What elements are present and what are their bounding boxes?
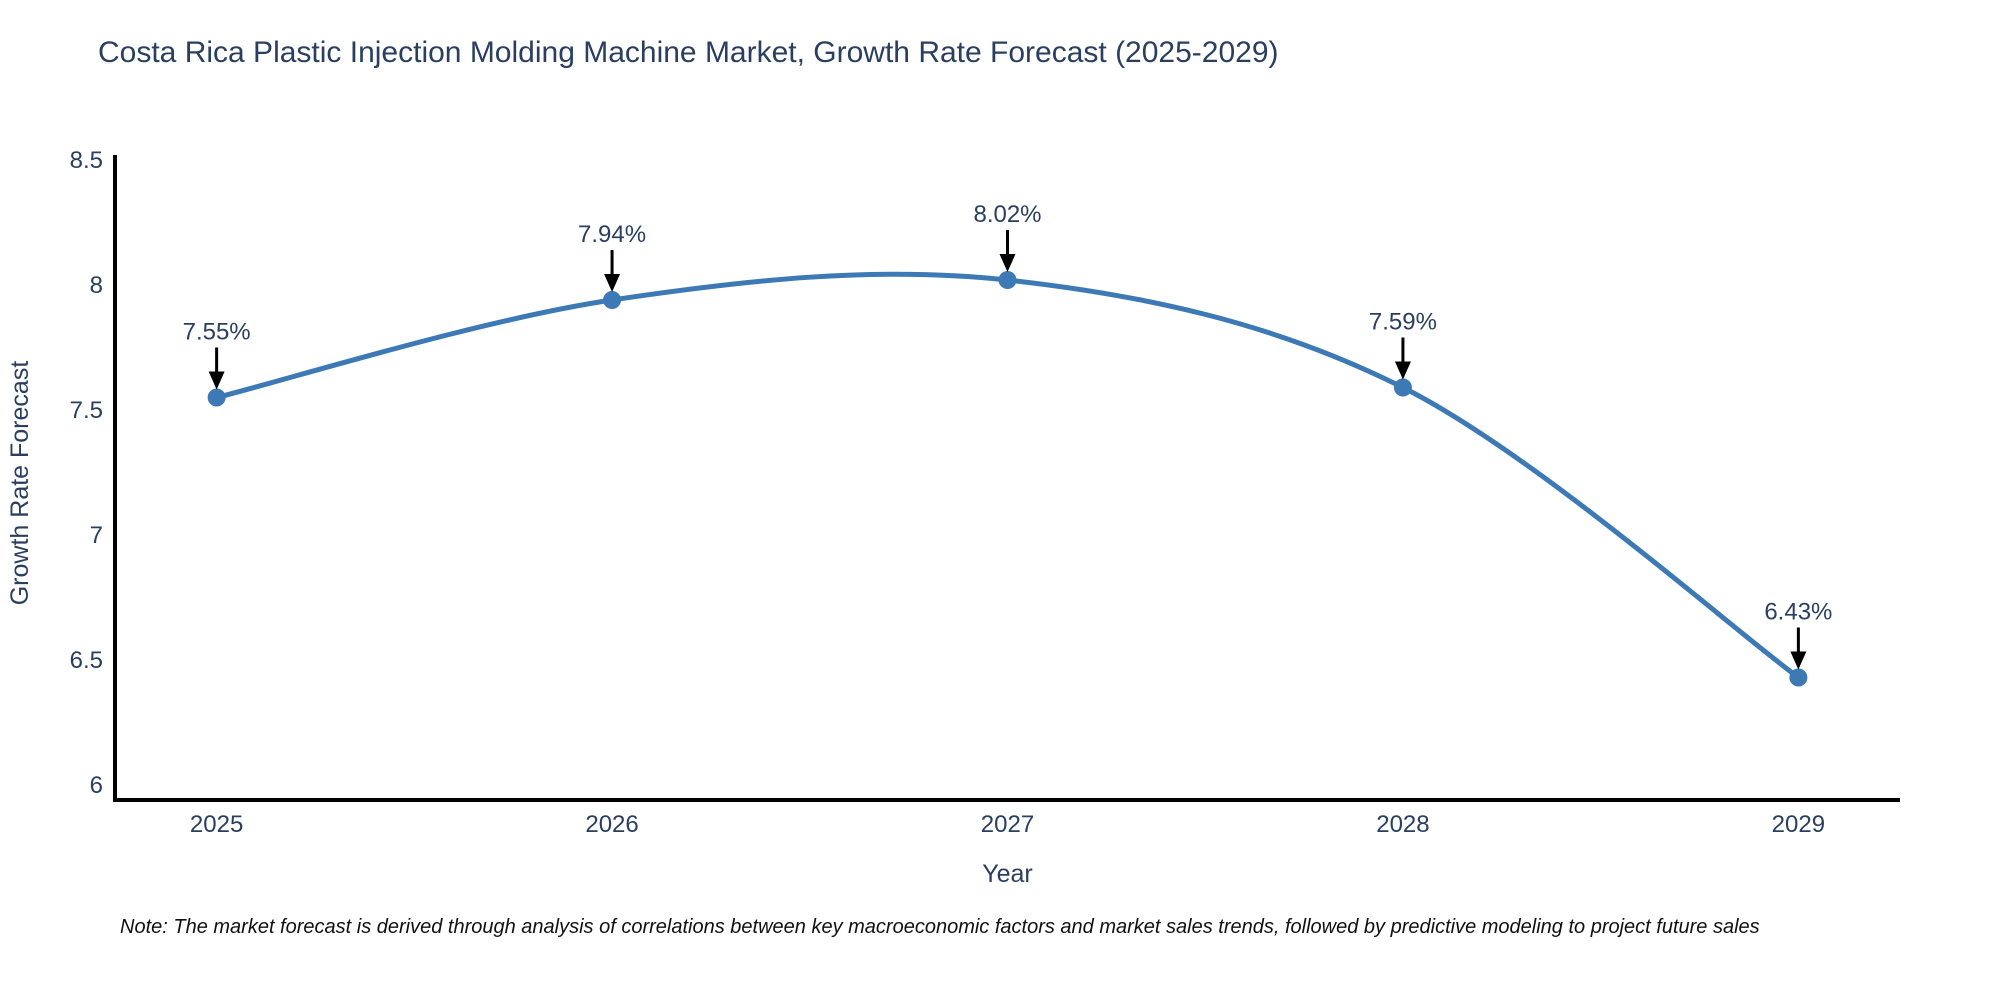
data-point-marker[interactable] — [207, 388, 226, 407]
chart-title: Costa Rica Plastic Injection Molding Mac… — [98, 36, 1279, 69]
data-point-label: 7.55% — [183, 319, 251, 346]
y-tick-label: 6 — [90, 772, 103, 799]
annotation-arrowhead-icon — [999, 254, 1016, 272]
data-point-marker[interactable] — [603, 291, 622, 309]
chart-note: Note: The market forecast is derived thr… — [120, 916, 1760, 938]
data-point-marker[interactable] — [1393, 378, 1412, 397]
y-tick-label: 8.5 — [70, 147, 103, 174]
x-tick-label: 2029 — [1772, 811, 1825, 838]
annotation-arrowhead-icon — [208, 371, 225, 390]
y-axis-title: Growth Rate Forecast — [6, 361, 34, 606]
y-tick-label: 7.5 — [70, 397, 103, 424]
x-axis-title: Year — [982, 860, 1033, 888]
data-point-label: 6.43% — [1764, 599, 1832, 626]
data-point-label: 7.94% — [578, 221, 646, 248]
y-tick-label: 7 — [90, 522, 103, 549]
data-point-marker[interactable] — [998, 271, 1017, 289]
data-point-label: 7.59% — [1369, 309, 1437, 336]
x-tick-label: 2027 — [981, 811, 1034, 838]
annotation-arrowhead-icon — [604, 274, 621, 292]
x-tick-label: 2028 — [1376, 811, 1429, 838]
x-tick-label: 2025 — [190, 811, 243, 838]
y-tick-label: 6.5 — [70, 647, 103, 674]
growth-rate-line — [214, 271, 1801, 680]
annotation-arrowhead-icon — [1394, 361, 1411, 380]
annotation-arrowhead-icon — [1790, 651, 1807, 670]
data-point-marker[interactable] — [1789, 668, 1808, 687]
x-tick-label: 2026 — [585, 811, 638, 838]
data-point-label: 8.02% — [973, 201, 1041, 228]
y-tick-label: 8 — [90, 272, 103, 299]
